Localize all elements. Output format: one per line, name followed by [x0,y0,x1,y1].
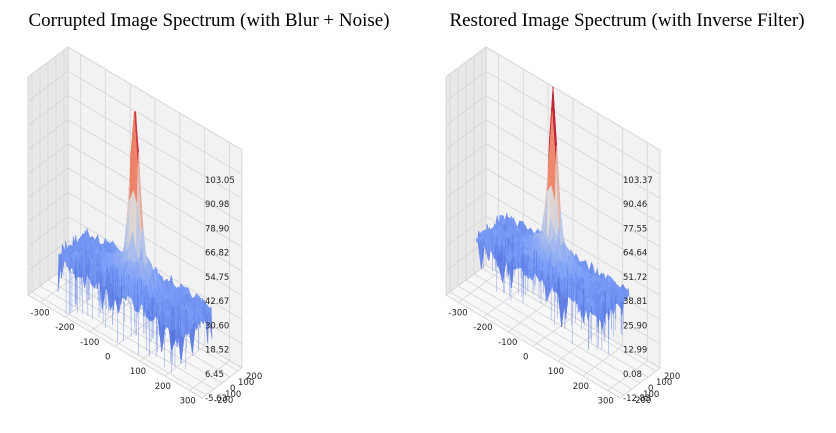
y-tick-label: -100 [222,390,241,400]
y-tick-label: -100 [640,390,659,400]
x-tick-label: -200 [473,323,492,333]
surface-noise [481,235,624,355]
z-tick-label: 90.46 [623,200,647,210]
y-tick-label: 100 [656,378,672,388]
x-tick-label: -100 [80,338,99,348]
z-tick-label: 66.82 [205,249,229,259]
z-tick-label: 77.55 [623,224,647,234]
z-tick-label: 51.72 [623,273,647,283]
x-tick-label: 100 [548,367,564,377]
x-tick-label: 100 [130,367,146,377]
y-tick-label: 0 [648,384,653,394]
z-tick-label: 103.05 [205,176,235,186]
x-tick-label: 200 [573,382,589,392]
chart-title: Corrupted Image Spectrum (with Blur + No… [28,10,390,31]
z-tick-label: 64.64 [623,249,647,259]
x-tick-label: 0 [523,353,528,363]
surface-mesh [57,110,213,363]
y-tick-label: 0 [230,384,235,394]
z-tick-label: 0.08 [623,370,642,380]
x-tick-label: 200 [155,382,171,392]
x-tick-label: -100 [498,338,517,348]
y-tick-label: 100 [238,378,254,388]
y-tick-label: -200 [632,396,651,406]
chart-panel-restored: Restored Image Spectrum (with Inverse Fi… [418,0,836,433]
axis-ticks: 103.05 90.98 78.90 66.82 54.75 42.67 30.60 18.5… [30,176,262,407]
x-tick-label: 0 [105,353,110,363]
axis-ticks: 103.37 90.46 77.55 64.64 51.72 38.81 25.90 12.9… [448,176,680,407]
z-tick-label: 18.52 [205,346,229,356]
x-tick-label: -200 [55,323,74,333]
chart-title: Restored Image Spectrum (with Inverse Fi… [449,10,805,31]
chart-panel-corrupted: Corrupted Image Spectrum (with Blur + No… [27,10,390,407]
surface-plot-corrupted: 103.05 90.98 78.90 66.82 54.75 42.67 30.60 18.5… [27,46,262,407]
x-tick-label: -300 [448,308,467,318]
z-tick-label: 54.75 [205,273,229,283]
x-tick-label: -300 [30,308,49,318]
z-tick-label: 90.98 [205,200,229,210]
z-tick-label: 25.90 [623,321,647,331]
y-tick-label: 200 [246,372,262,382]
x-tick-label: 300 [598,397,614,407]
z-tick-label: -5.63 [205,394,227,404]
surface-plot-restored: 103.37 90.46 77.55 64.64 51.72 38.81 25.90 12.9… [445,46,680,407]
y-tick-label: 200 [664,372,680,382]
z-tick-label: -12.83 [623,394,650,404]
z-tick-label: 12.99 [623,346,647,356]
z-tick-label: 6.45 [205,370,224,380]
x-tick-label: 300 [180,397,196,407]
z-tick-label: 38.81 [623,297,647,307]
z-tick-label: 30.60 [205,321,229,331]
z-tick-label: 103.37 [623,176,653,186]
surface-noise [63,249,200,373]
z-tick-label: 78.90 [205,224,229,234]
y-tick-label: -200 [214,396,233,406]
z-tick-label: 42.67 [205,297,229,307]
